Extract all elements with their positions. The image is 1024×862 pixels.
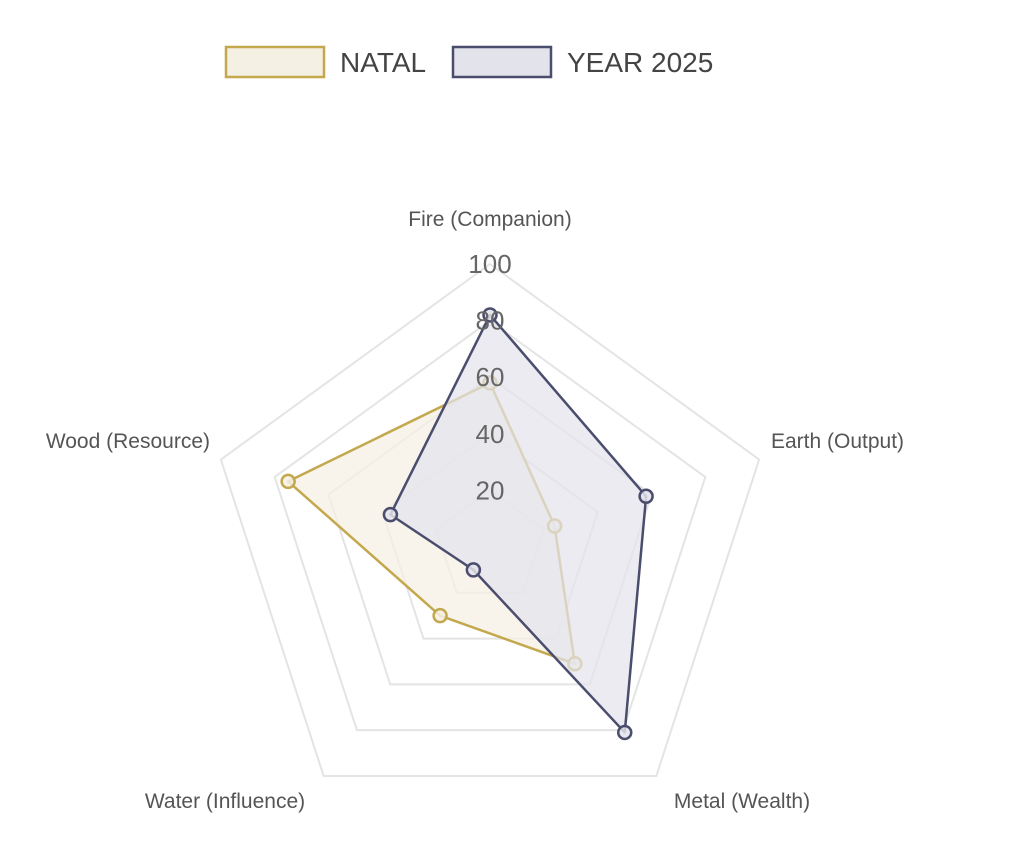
data-point-year-2025-1[interactable] (482, 307, 498, 323)
series-layer (280, 307, 654, 741)
axis-label-5: Wood (Resource) (46, 430, 210, 453)
tick-label-100: 100 (468, 249, 511, 279)
data-point-natal-5[interactable] (280, 473, 296, 490)
tick-label-20: 20 (476, 475, 505, 505)
axis-label-2: Earth (Output) (771, 430, 904, 453)
tick-label-80: 80 (476, 306, 505, 336)
legend-swatch-natal (224, 45, 326, 79)
grid-ring-80 (273, 319, 707, 732)
axis-labels: Fire (Companion) Earth (Output) Metal (Wea… (46, 208, 904, 813)
data-point-natal-4[interactable] (432, 607, 448, 624)
grid-ring-100 (219, 262, 761, 777)
legend-swatch-year-2025 (451, 45, 553, 79)
data-point-year-2025-3[interactable] (616, 724, 633, 741)
legend-item-year-2025[interactable]: YEAR 2025 (451, 45, 713, 79)
tick-label-60: 60 (476, 362, 505, 392)
data-point-year-2025-2[interactable] (638, 488, 654, 505)
legend-label-natal: NATAL (340, 47, 426, 78)
axis-label-4: Water (Influence) (145, 790, 305, 813)
series-area-year-2025 (389, 313, 648, 734)
legend-label-year-2025: YEAR 2025 (567, 47, 713, 78)
tick-labels: 20 40 60 80 100 (468, 249, 511, 505)
axis-label-1: Fire (Companion) (408, 208, 571, 231)
legend-item-natal[interactable]: NATAL (224, 45, 426, 79)
data-point-year-2025-4[interactable] (465, 562, 482, 578)
legend: NATAL YEAR 2025 (224, 45, 713, 79)
data-point-year-2025-5[interactable] (382, 506, 399, 523)
axis-label-3: Metal (Wealth) (674, 790, 810, 813)
tick-label-40: 40 (476, 419, 505, 449)
